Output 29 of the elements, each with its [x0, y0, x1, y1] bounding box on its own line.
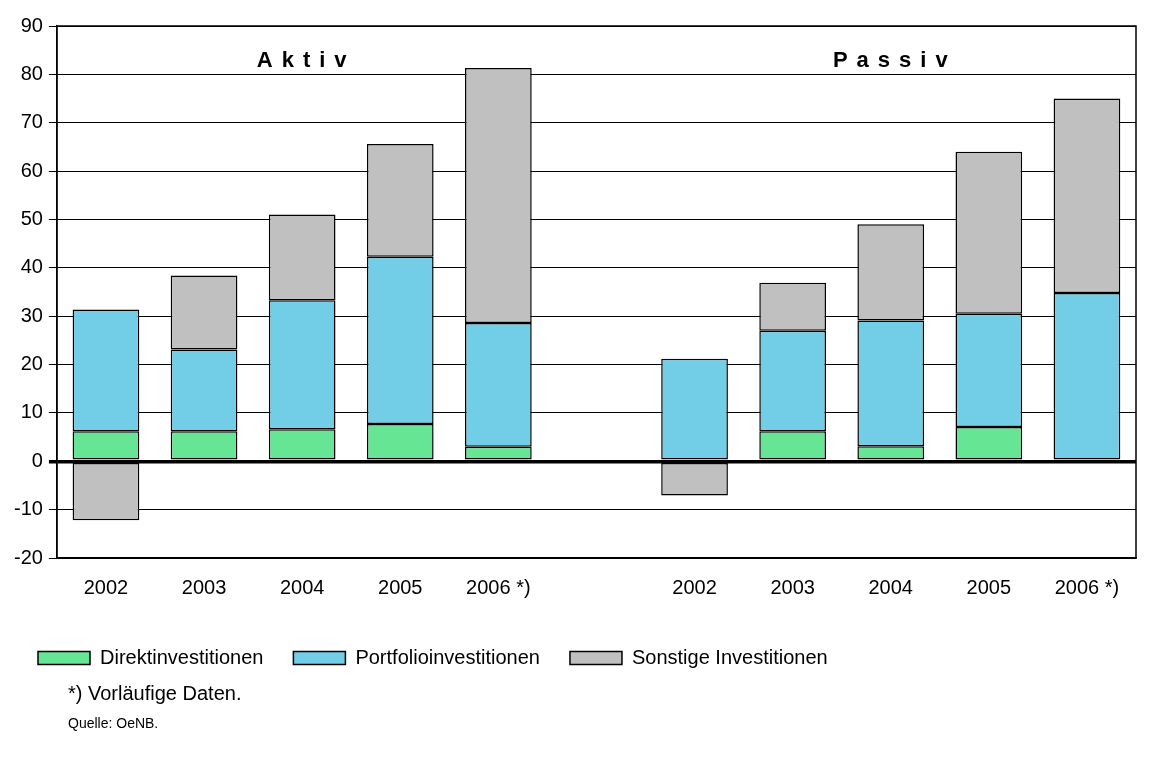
- x-tick-label: 2003: [770, 575, 815, 598]
- y-tick-label: 70: [20, 110, 43, 133]
- y-tick-label: -20: [14, 545, 43, 568]
- x-tick-label: 2002: [672, 575, 717, 598]
- x-tick-label: 2002: [83, 575, 129, 598]
- legend-label: Sonstige Investitionen: [631, 645, 828, 668]
- y-tick-label: 60: [20, 158, 43, 181]
- x-tick-label: 2003: [181, 575, 227, 598]
- x-tick-label: 2004: [868, 575, 913, 598]
- y-tick-label: 90: [20, 13, 43, 36]
- legend-label: Portfolioinvestitionen: [355, 645, 540, 668]
- y-tick-label: 30: [20, 303, 43, 326]
- x-tick-label: 2004: [279, 575, 325, 598]
- annotation: Passiv: [832, 47, 957, 73]
- text: *) Vorläufige Daten.: [68, 682, 243, 705]
- y-tick-label: 40: [20, 255, 43, 278]
- y-tick-label: 10: [20, 400, 43, 423]
- annotation: Aktiv: [256, 47, 356, 73]
- source-note: Quelle: OeNB.: [68, 715, 160, 731]
- y-tick-label: 20: [20, 352, 43, 375]
- x-tick-label: 2006 *): [466, 575, 531, 598]
- legend-label: Direktinvestitionen: [100, 645, 264, 668]
- x-tick-label: 2005: [378, 575, 423, 598]
- x-tick-label: 2005: [966, 575, 1012, 598]
- y-tick-label: -10: [14, 497, 43, 520]
- x-tick-label: 2006 *): [1054, 575, 1120, 598]
- y-tick-label: 0: [31, 448, 43, 471]
- y-tick-label: 80: [20, 61, 43, 84]
- y-tick-label: 50: [20, 206, 43, 229]
